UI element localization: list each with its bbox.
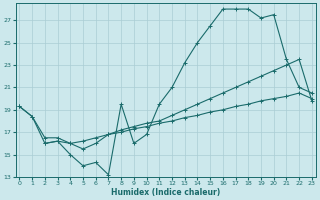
X-axis label: Humidex (Indice chaleur): Humidex (Indice chaleur) <box>111 188 220 197</box>
